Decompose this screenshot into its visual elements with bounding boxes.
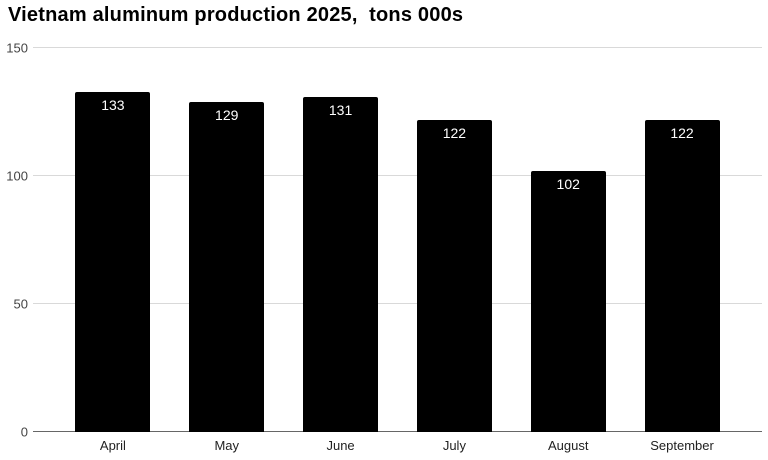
x-axis-baseline [33,431,762,432]
bar-value-label: 122 [670,124,694,141]
bar-august: 102 [530,170,606,432]
x-category-label: June [326,438,355,453]
y-axis-labels: 0 50 100 150 [0,42,28,439]
x-category-label: May [214,438,240,453]
gridline [33,47,762,48]
gridline [33,175,762,176]
bar-value-label: 102 [556,175,580,192]
bar-band: 131 [284,48,398,432]
chart-title: Vietnam aluminum production 2025, tons 0… [8,4,464,26]
bar-band: 122 [625,48,739,432]
y-tick-label: 0 [20,424,28,440]
bar-value-label: 122 [442,124,467,141]
y-tick-label: 50 [13,296,28,312]
bar-band: 102 [511,48,625,432]
x-axis-labels: April May June July August September [33,438,762,453]
bar-may: 129 [189,101,265,432]
x-category-label: August [547,438,589,453]
plot-area: 133 129 131 122 102 122 [33,47,762,432]
bar-band: 122 [397,48,511,432]
bar-april: 133 [75,91,151,432]
bar-band: 129 [170,48,284,432]
bars-container: 133 129 131 122 102 122 [33,48,762,432]
bar-september: 122 [644,119,720,432]
x-category-label: July [442,438,466,453]
bar-value-label: 133 [101,96,125,113]
y-tick-label: 100 [6,168,28,184]
gridline [33,303,762,304]
bar-july: 122 [416,119,492,432]
bar-value-label: 131 [328,101,353,118]
x-category-label: April [99,438,126,453]
bar-june: 131 [303,96,379,432]
y-tick-label: 150 [6,40,28,56]
bar-band: 133 [56,48,170,432]
bar-value-label: 129 [215,106,239,123]
x-category-label: September [650,438,714,453]
